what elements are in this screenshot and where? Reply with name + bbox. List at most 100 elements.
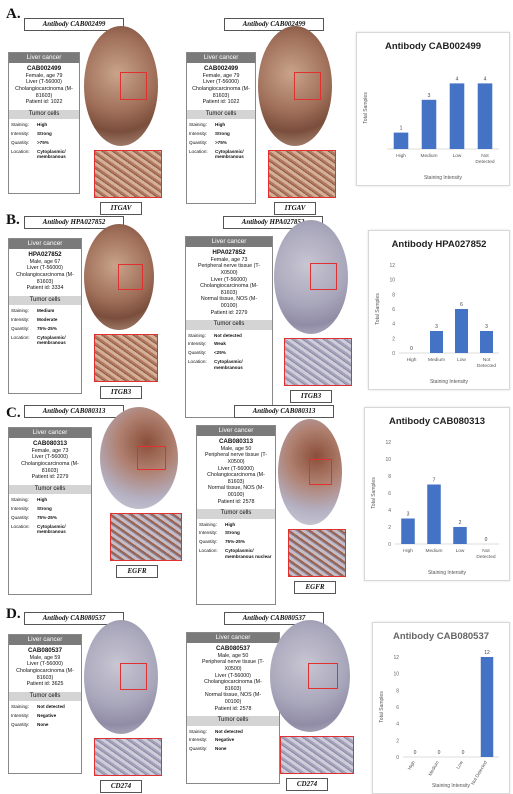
staining-key: Quantity: (11, 325, 30, 331)
staining-row: Location: Cytoplasmic/ membranous nuclear (197, 548, 275, 559)
staining-row: Staining: High (187, 122, 255, 128)
y-tick-label: 4 (396, 722, 399, 728)
tissue-core-image (278, 419, 342, 525)
patient-info-line: X0500) (220, 269, 238, 276)
zoomed-tissue-image (94, 738, 162, 776)
data-label: 0 (485, 537, 488, 543)
antibody-id: CAB080313 (32, 440, 68, 447)
staining-value: Medium (37, 308, 55, 314)
patient-info-line: Liver (T-56000) (26, 79, 62, 86)
patient-info-line: Male, age 50 (220, 445, 252, 452)
x-tick-label: Not Detected (475, 153, 495, 165)
y-axis-label: Total Samples (375, 293, 381, 325)
staining-key: Staining: (189, 728, 207, 734)
patient-info-line: Liver (T-56000) (218, 465, 254, 472)
gene-label: ITGB3 (100, 386, 142, 399)
y-tick-label: 12 (393, 655, 399, 661)
staining-value: Negative (37, 713, 57, 719)
card-header: Liver cancer (9, 53, 79, 63)
staining-row: Intensity: Weak (186, 341, 272, 347)
x-tick-label: Low (455, 759, 464, 769)
patient-info-line: Cholangiocarcinoma (M- (204, 679, 262, 686)
patient-info-line: Liver (T-56000) (211, 276, 247, 283)
staining-value: >75% (37, 139, 49, 145)
figure-panel: C. Antibody CAB080313 Liver cancer CAB08031… (0, 403, 513, 605)
x-tick-label: Low (457, 357, 466, 363)
staining-row: Intensity: Moderate (9, 317, 81, 323)
staining-value: Negative (215, 737, 235, 743)
staining-row: Intensity: Strong (9, 131, 79, 137)
chart-title: Antibody CAB080537 (393, 631, 489, 642)
staining-row: Quantity: >75% (9, 140, 79, 146)
staining-key: Location: (11, 523, 30, 529)
staining-value: Not detected (37, 704, 65, 710)
staining-value: Cytoplasmic/ membranous nuclear (225, 547, 272, 559)
zoom-region-marker (309, 263, 337, 291)
patient-info-line: Patient id: 1022 (202, 99, 240, 106)
y-tick-label: 10 (389, 278, 395, 284)
chart-title: Antibody CAB080313 (389, 416, 485, 427)
staining-value: Weak (214, 341, 226, 347)
x-tick-label: Not Detected (477, 357, 497, 369)
staining-key: Location: (11, 148, 30, 154)
staining-row: Intensity: Strong (187, 131, 255, 137)
patient-info-line: Female, age 73 (31, 447, 69, 454)
x-tick-label: High (407, 760, 416, 771)
staining-value: Strong (37, 506, 52, 512)
patient-info-line: Patient id: 1022 (25, 99, 63, 106)
zoom-region-marker (117, 264, 144, 290)
zoom-region-marker (119, 663, 147, 691)
antibody-title: Antibody CAB080313 (24, 405, 124, 418)
antibody-id: CAB002499 (203, 65, 239, 72)
y-axis-label: Total Samples (379, 691, 385, 723)
data-label: 3 (485, 324, 488, 330)
bar-chart: Antibody CAB080313 Total Samples 0 2 4 6 8 10 12… (364, 407, 510, 581)
y-tick-label: 8 (392, 292, 395, 298)
zoom-region-marker (308, 662, 338, 690)
staining-key: Intensity: (11, 317, 30, 323)
patient-info-line: Peripheral nerve tissue (T- (204, 452, 268, 459)
staining-value: Cytoplasmic/ membranous (37, 523, 66, 535)
case-info-card: Liver cancer CAB080313 Female, age 73 Liver… (8, 427, 92, 595)
staining-key: Quantity: (189, 139, 208, 145)
patient-info-line: Peripheral nerve tissue (T- (201, 659, 265, 666)
patient-info-line: 81603) (41, 467, 59, 474)
staining-value: Cytoplasmic/ membranous (214, 358, 243, 370)
y-tick-label: 6 (388, 491, 391, 497)
chart-svg: Antibody CAB002499 Total Samples 1 High 3 Med… (363, 41, 499, 181)
staining-value: <25% (214, 350, 226, 356)
zoomed-tissue-image (268, 150, 336, 198)
data-label: 3 (435, 324, 438, 330)
staining-key: Staining: (11, 497, 29, 503)
y-tick-label: 12 (385, 440, 391, 446)
data-label: 3 (407, 512, 410, 518)
patient-info-line: 00100) (220, 303, 238, 310)
patient-info-line: 81603) (220, 289, 238, 296)
x-tick-label: Medium (425, 548, 442, 554)
staining-row: Location: Cytoplasmic/ membranous (9, 524, 91, 535)
bar (480, 331, 493, 353)
staining-key: Intensity: (11, 713, 30, 719)
card-header: Liver cancer (187, 633, 279, 643)
card-header: Liver cancer (9, 428, 91, 438)
bar (421, 99, 437, 149)
patient-info-line: Male, age 67 (29, 258, 61, 265)
antibody-id: CAB080313 (218, 438, 254, 445)
patient-info-line: 81603) (35, 92, 53, 99)
patient-info-line: 81603) (227, 478, 245, 485)
data-label: 3 (428, 93, 431, 99)
data-label: 6 (460, 302, 463, 308)
x-tick-label: Medium (420, 153, 437, 159)
x-axis-label: Staining Intensity (428, 570, 467, 576)
y-tick-label: 8 (388, 474, 391, 480)
bar-chart: Antibody HPA027852 Total Samples 0 2 4 6 8 10 12… (368, 230, 510, 390)
gene-label: ITGAV (100, 202, 142, 215)
y-tick-label: 0 (388, 542, 391, 548)
data-label: 0 (410, 346, 413, 352)
patient-info-line: Male, age 50 (217, 652, 249, 659)
figure-panel: A. Antibody CAB002499 Liver cancer CAB00249… (0, 4, 513, 215)
patient-info-line: Peripheral nerve tissue (T- (197, 263, 261, 270)
x-axis-label: Staining Intensity (430, 379, 469, 385)
staining-key: Quantity: (11, 139, 30, 145)
zoom-region-marker (308, 459, 333, 485)
